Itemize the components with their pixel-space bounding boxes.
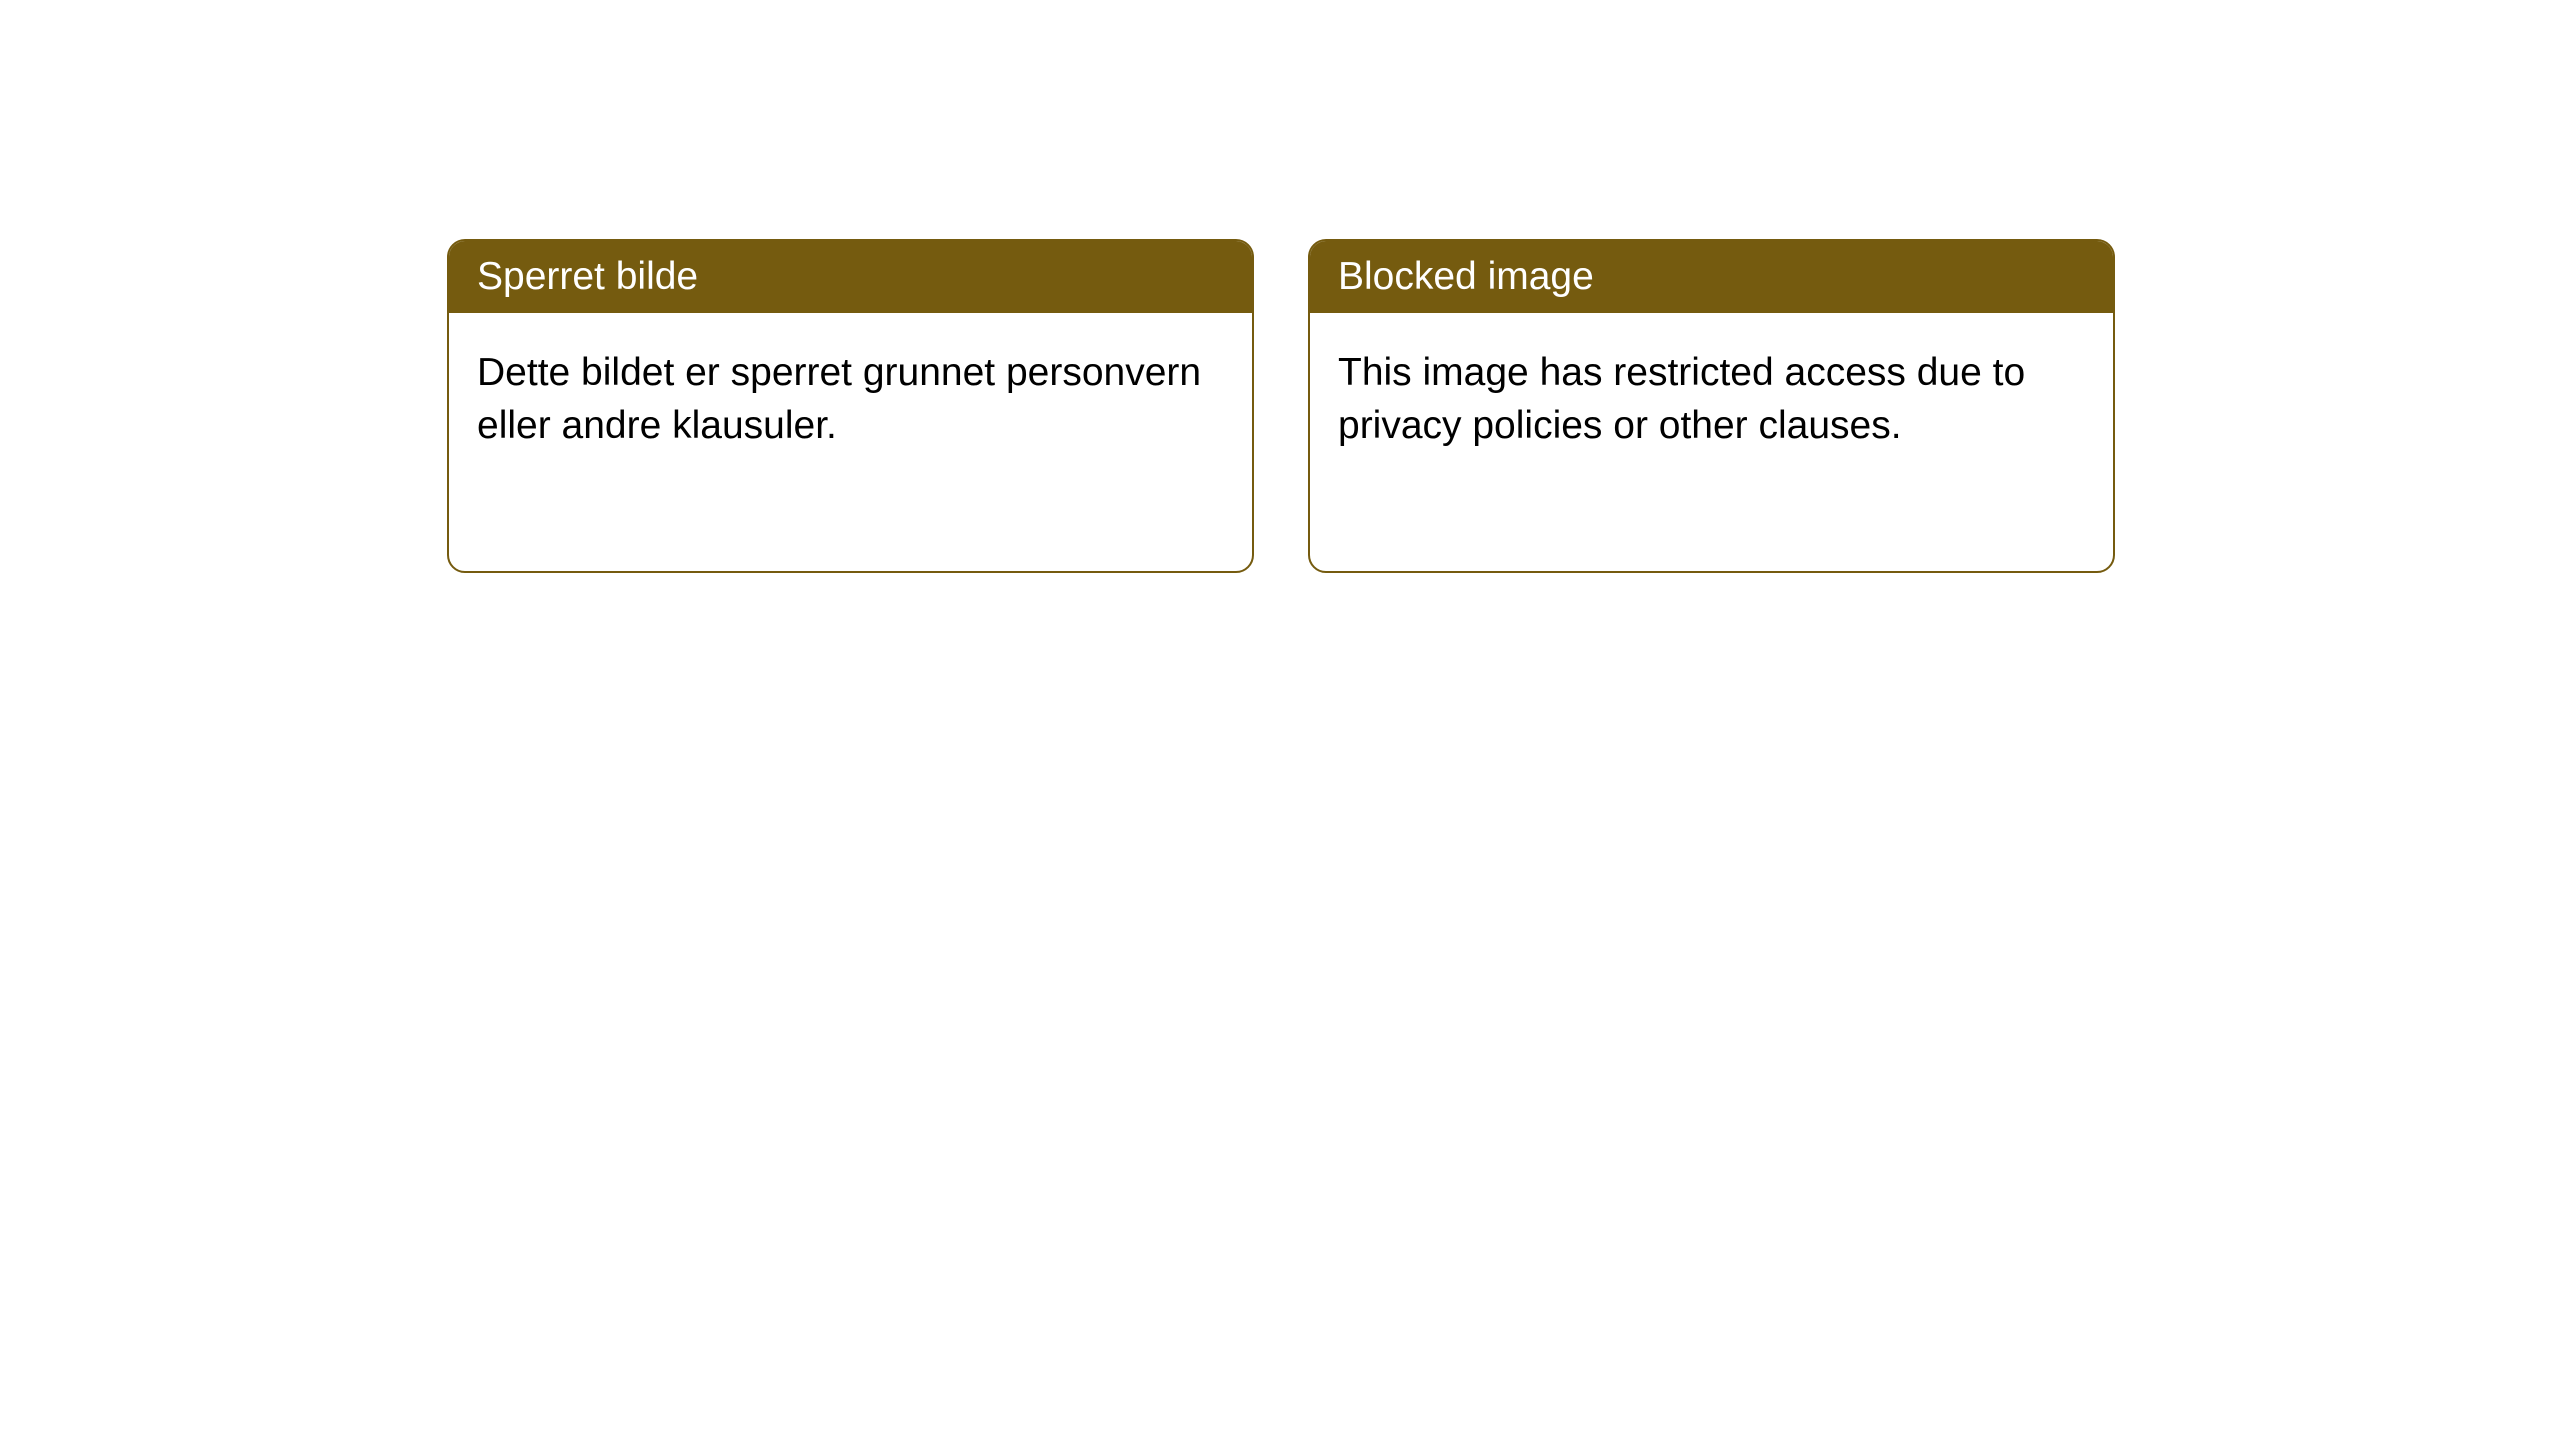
notice-card-title: Blocked image — [1310, 241, 2113, 313]
notice-card-container: Sperret bilde Dette bildet er sperret gr… — [447, 239, 2115, 573]
notice-card-english: Blocked image This image has restricted … — [1308, 239, 2115, 573]
notice-card-norwegian: Sperret bilde Dette bildet er sperret gr… — [447, 239, 1254, 573]
notice-card-body: Dette bildet er sperret grunnet personve… — [449, 313, 1252, 486]
notice-card-body: This image has restricted access due to … — [1310, 313, 2113, 486]
notice-card-title: Sperret bilde — [449, 241, 1252, 313]
